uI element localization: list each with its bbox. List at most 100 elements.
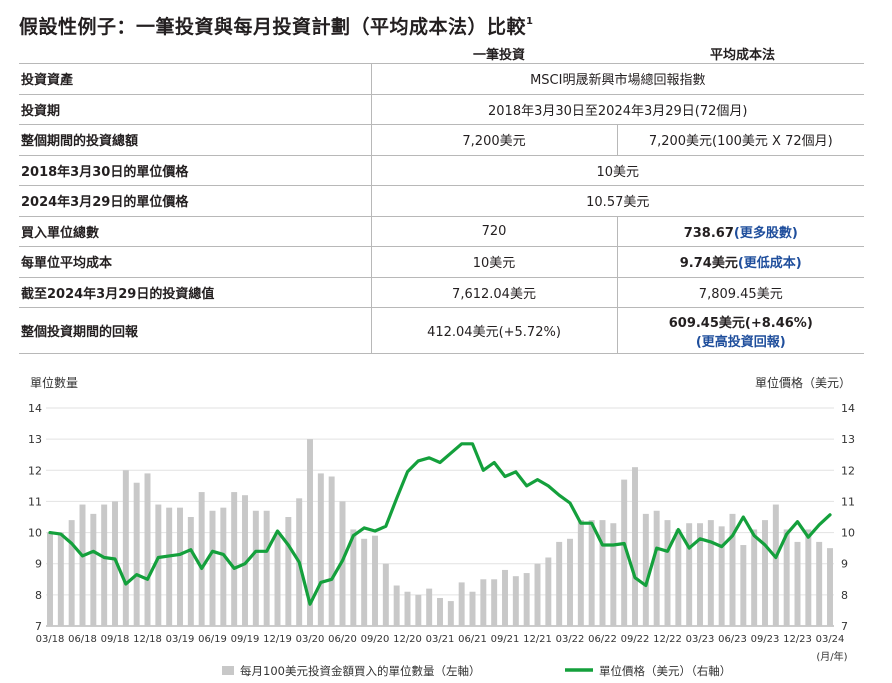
- bar: [79, 504, 86, 626]
- bar: [621, 479, 628, 626]
- row-label: 投資資產: [19, 63, 371, 94]
- bar: [697, 523, 703, 626]
- x-tick-label: 06/21: [458, 634, 487, 645]
- bar: [426, 588, 433, 626]
- bar: [523, 573, 530, 626]
- cell-dca: 9.74美元(更低成本): [616, 246, 865, 277]
- cell-dca: 609.45美元(+8.46%) (更高投資回報): [616, 307, 865, 354]
- cell-merged: MSCI明晟新興市場總回報指數: [370, 63, 865, 94]
- y-tick-label-left: 7: [35, 620, 42, 633]
- bar: [372, 535, 378, 626]
- bar: [404, 591, 411, 626]
- bar: [274, 532, 281, 626]
- bar: [783, 529, 790, 626]
- bar: [502, 569, 508, 626]
- chart-title: 假設性例子：一筆投資與每月投資計劃（平均成本法）比較1: [19, 16, 534, 38]
- row-label: 投資期: [19, 93, 371, 125]
- bar: [632, 467, 638, 626]
- right-y-axis: 7 8 9 10 11 12 13 14: [841, 402, 855, 633]
- row-label: 每單位平均成本: [19, 246, 371, 277]
- x-tick-label: 09/20: [361, 634, 390, 645]
- x-tick-label: 03/19: [166, 634, 195, 645]
- bar: [68, 520, 75, 626]
- dca-note: (更低成本): [737, 256, 802, 272]
- bar: [415, 594, 422, 626]
- x-tick-label: 12/20: [393, 634, 422, 645]
- table-row: 每單位平均成本 10美元 9.74美元(更低成本): [19, 246, 865, 277]
- legend-bar-swatch: [222, 666, 234, 675]
- x-tick-label: 06/19: [198, 634, 227, 645]
- chart-area: 7 8 9 10 11 12 13 14 7 8 9 10 11 12 13 14 03/18 06/18 09…: [28, 375, 855, 678]
- x-tick-label: 03/24: [816, 634, 845, 645]
- row-label: 整個期間的投資總額: [19, 124, 371, 155]
- bar: [361, 538, 368, 626]
- row-label: 2024年3月29日的單位價格: [19, 185, 371, 216]
- bar: [285, 517, 292, 626]
- x-tick-label: 09/22: [621, 634, 650, 645]
- cell-lump-sum: 10美元: [370, 246, 617, 277]
- bar: [252, 510, 259, 626]
- cell-dca: 7,200美元(100美元 X 72個月): [616, 124, 865, 155]
- x-tick-label: 09/21: [491, 634, 520, 645]
- x-tick-label: 12/18: [133, 634, 162, 645]
- table-row: 整個期間的投資總額 7,200美元 7,200美元(100美元 X 72個月): [19, 124, 865, 155]
- bar: [556, 541, 563, 626]
- y-tick-label-right: 14: [841, 402, 855, 415]
- dca-note: (更高投資回報): [695, 334, 786, 350]
- bar: [567, 538, 573, 626]
- bar: [827, 548, 833, 626]
- comparison-table: 投資資產 MSCI明晟新興市場總回報指數 投資期 2018年3月30日至2024…: [19, 63, 865, 354]
- bar: [707, 520, 714, 626]
- bar: [653, 510, 660, 626]
- bar: [231, 492, 238, 626]
- bar: [534, 563, 541, 626]
- bar: [751, 529, 758, 626]
- bar: [155, 504, 162, 626]
- bar: [491, 579, 498, 626]
- cell-dca: 738.67(更多股數): [616, 215, 865, 247]
- y-tick-label-left: 10: [28, 527, 42, 540]
- left-axis-label: 單位數量: [30, 375, 78, 390]
- bar: [729, 513, 736, 626]
- bar: [599, 520, 606, 626]
- price-line: [48, 442, 832, 606]
- x-tick-label: 12/21: [523, 634, 552, 645]
- bar: [144, 473, 151, 626]
- table-row: 2024年3月29日的單位價格 10.57美元: [19, 185, 865, 216]
- legend-line-label: 單位價格（美元）（右軸）: [599, 664, 731, 678]
- y-tick-label-left: 13: [28, 433, 42, 446]
- cell-merged: 10美元: [370, 154, 865, 186]
- bar: [437, 597, 443, 626]
- x-tick-label: 12/19: [263, 634, 292, 645]
- y-tick-label-left: 8: [35, 589, 42, 602]
- bar: [47, 532, 53, 626]
- y-tick-label-right: 10: [841, 527, 855, 540]
- cell-merged: 2018年3月30日至2024年3月29日(72個月): [370, 93, 865, 125]
- bar: [794, 541, 801, 626]
- bar: [762, 520, 768, 626]
- bar: [317, 473, 324, 626]
- x-tick-label: 12/23: [783, 634, 812, 645]
- line-series: [48, 442, 832, 606]
- cell-lump-sum: 412.04美元(+5.72%): [370, 307, 617, 354]
- gridlines: [46, 407, 834, 627]
- bar: [57, 532, 64, 626]
- bar: [642, 513, 649, 626]
- bar: [122, 470, 129, 626]
- row-label: 截至2024年3月29日的投資總值: [19, 276, 371, 308]
- x-tick-label: 06/22: [588, 634, 617, 645]
- x-axis-unit: (月/年): [816, 650, 847, 663]
- legend-bar-label: 每月100美元投資金額買入的單位數量（左軸）: [240, 664, 480, 678]
- bar: [675, 529, 682, 626]
- cell-lump-sum: 7,200美元: [370, 124, 617, 155]
- x-tick-label: 03/23: [686, 634, 715, 645]
- bar: [458, 582, 465, 626]
- table-row: 截至2024年3月29日的投資總值 7,612.04美元 7,809.45美元: [19, 276, 865, 308]
- y-tick-label-right: 7: [841, 620, 848, 633]
- bar: [805, 529, 812, 626]
- x-tick-label: 03/21: [426, 634, 455, 645]
- y-tick-label-right: 13: [841, 433, 855, 446]
- column-header-lump-sum: 一筆投資: [472, 48, 525, 63]
- cell-dca: 7,809.45美元: [616, 276, 865, 308]
- table-row: 買入單位總數 720 738.67(更多股數): [19, 215, 865, 247]
